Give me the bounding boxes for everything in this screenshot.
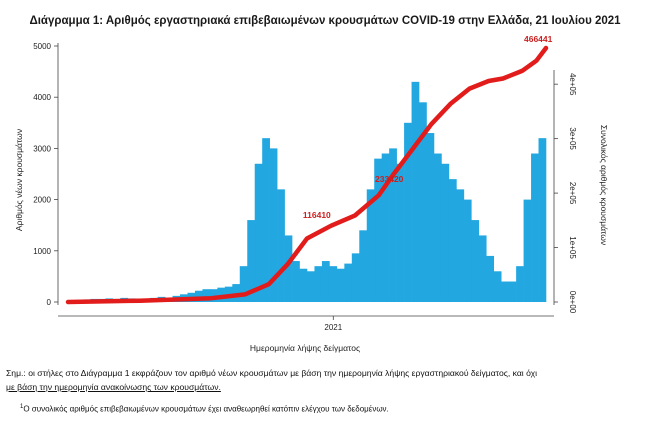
bar: [314, 266, 323, 302]
bar: [396, 163, 405, 302]
y-tick-label: 1000: [33, 247, 51, 256]
bar: [359, 230, 368, 302]
footnote-marker: 1: [20, 404, 24, 410]
y-axis-label: Αριθμός νέων κρουσμάτων: [14, 129, 24, 231]
bar: [411, 81, 420, 302]
bar: [292, 261, 300, 302]
bar: [501, 281, 509, 302]
bar: [448, 179, 457, 302]
bar: [433, 153, 442, 302]
annotation-total: 466441: [524, 34, 553, 44]
bar: [254, 163, 263, 302]
bar: [516, 266, 524, 302]
bar: [329, 266, 338, 302]
y-axis-right-label: Συνολικός αριθμός κρουσμάτων: [599, 125, 609, 245]
bar: [508, 281, 517, 302]
bar: [538, 138, 547, 302]
annotation-mid: 116410: [303, 210, 331, 220]
bar: [463, 199, 472, 302]
bar: [202, 289, 211, 302]
bar: [194, 290, 203, 302]
bar: [344, 263, 353, 302]
y-tick-label: 4000: [33, 93, 51, 102]
bar: [299, 268, 308, 302]
x-axis: 2021: [58, 315, 554, 332]
bar: [478, 235, 487, 302]
bar-series: [68, 81, 547, 302]
bar: [523, 199, 532, 302]
bar: [493, 271, 502, 302]
y-right-tick-label: 3e+05: [568, 127, 577, 150]
bar: [351, 253, 360, 302]
bar: [269, 148, 278, 302]
bar: [374, 158, 382, 302]
note-main: Σημ.: οι στήλες στο Διάγραμμα 1 εκφράζου…: [6, 366, 646, 394]
bar: [239, 266, 248, 302]
bar: [441, 163, 450, 302]
y-tick-label: 0: [47, 298, 52, 307]
chart: Διάγραμμα 1: Αριθμός εργαστηριακά επιβεβ…: [14, 15, 621, 353]
bar: [381, 153, 390, 302]
bar: [321, 261, 330, 302]
bar: [426, 133, 435, 302]
bar: [366, 189, 375, 302]
bar: [531, 153, 539, 302]
bar: [471, 220, 480, 302]
bar: [277, 189, 285, 302]
y-right-tick-label: 4e+05: [568, 73, 577, 96]
y-right-tick-label: 1e+05: [568, 236, 577, 259]
bar: [307, 271, 315, 302]
bar: [389, 148, 397, 302]
annotation-upper: 233420: [375, 174, 404, 184]
y-right-tick-label: 2e+05: [568, 182, 577, 205]
bar: [247, 220, 256, 302]
bar: [284, 235, 293, 302]
right-y-axis: 0e+00 1e+05 2e+05 3e+05 4e+05: [553, 70, 577, 314]
x-tick-label-2021: 2021: [324, 323, 342, 332]
y-tick-label: 3000: [33, 144, 51, 153]
y-tick-label: 5000: [33, 42, 51, 51]
chart-title: Διάγραμμα 1: Αριθμός εργαστηριακά επιβεβ…: [29, 15, 621, 27]
left-y-axis: 0 1000 2000 3000 4000 5000: [33, 42, 59, 307]
bar: [232, 284, 241, 302]
notes: Σημ.: οι στήλες στο Διάγραμμα 1 εκφράζου…: [6, 366, 646, 417]
note-line-2: με βάση την ημερομηνία ανακοίνωσης των κ…: [6, 382, 221, 392]
bar: [336, 268, 345, 302]
footnote-text: Ο συνολικός αριθμός επιβεβαιωμένων κρουσ…: [23, 404, 389, 414]
note-line-1: Σημ.: οι στήλες στο Διάγραμμα 1 εκφράζου…: [6, 368, 538, 378]
footnote: 1Ο συνολικός αριθμός επιβεβαιωμένων κρου…: [20, 400, 646, 417]
x-axis-label: Ημερομηνία λήψης δείγματος: [250, 343, 360, 353]
y-right-tick-label: 0e+00: [568, 291, 577, 314]
bar: [486, 255, 495, 302]
cumulative-line: [65, 45, 549, 305]
y-tick-label: 2000: [33, 196, 51, 205]
bar: [262, 138, 270, 302]
bar: [456, 189, 465, 302]
bar: [404, 122, 412, 302]
bar: [209, 289, 218, 302]
bar: [419, 102, 427, 302]
